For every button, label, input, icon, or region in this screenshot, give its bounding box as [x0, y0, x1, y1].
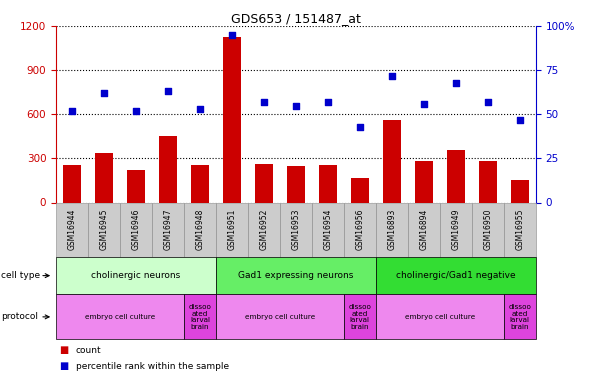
Point: [227, 32, 237, 38]
Text: embryo cell culture: embryo cell culture: [85, 314, 155, 320]
Point: [419, 101, 428, 107]
Text: GSM16956: GSM16956: [355, 209, 365, 251]
Text: GSM16952: GSM16952: [260, 209, 268, 251]
Text: GSM16947: GSM16947: [163, 209, 172, 251]
Point: [483, 99, 493, 105]
Text: GSM16893: GSM16893: [387, 209, 396, 251]
Bar: [159, 136, 177, 202]
Point: [131, 108, 141, 114]
Text: cholinergic/Gad1 negative: cholinergic/Gad1 negative: [396, 271, 516, 280]
Text: GSM16946: GSM16946: [132, 209, 140, 251]
Text: count: count: [76, 346, 101, 355]
Text: embryo cell culture: embryo cell culture: [405, 314, 475, 320]
Text: GSM16948: GSM16948: [195, 209, 205, 251]
Point: [195, 106, 205, 112]
Bar: [223, 36, 241, 203]
Text: protocol: protocol: [1, 312, 38, 321]
Point: [259, 99, 268, 105]
Text: cell type: cell type: [1, 271, 40, 280]
Bar: [319, 165, 337, 202]
Text: percentile rank within the sample: percentile rank within the sample: [76, 362, 229, 370]
Text: ■: ■: [59, 361, 68, 371]
Text: GSM16944: GSM16944: [67, 209, 77, 251]
Title: GDS653 / 151487_at: GDS653 / 151487_at: [231, 12, 361, 25]
Text: GSM16954: GSM16954: [323, 209, 332, 251]
Text: cholinergic neurons: cholinergic neurons: [91, 271, 181, 280]
Text: GSM16949: GSM16949: [451, 209, 460, 251]
Bar: [287, 166, 304, 202]
Bar: [191, 165, 209, 202]
Text: GSM16894: GSM16894: [419, 209, 428, 251]
Bar: [351, 177, 369, 203]
Text: GSM16945: GSM16945: [100, 209, 109, 251]
Point: [99, 90, 109, 96]
Text: dissoo
ated
larval
brain: dissoo ated larval brain: [189, 304, 211, 330]
Bar: [383, 120, 401, 202]
Point: [67, 108, 77, 114]
Bar: [127, 170, 145, 202]
Point: [323, 99, 333, 105]
Bar: [255, 164, 273, 202]
Text: dissoo
ated
larval
brain: dissoo ated larval brain: [509, 304, 531, 330]
Point: [515, 117, 525, 123]
Point: [451, 80, 460, 86]
Bar: [415, 160, 432, 202]
Text: Gad1 expressing neurons: Gad1 expressing neurons: [238, 271, 353, 280]
Point: [291, 102, 300, 109]
Text: ■: ■: [59, 345, 68, 355]
Text: GSM16951: GSM16951: [227, 209, 237, 251]
Text: GSM16953: GSM16953: [291, 209, 300, 251]
Text: GSM16955: GSM16955: [515, 209, 525, 251]
Point: [387, 73, 396, 79]
Point: [163, 88, 173, 94]
Point: [355, 124, 365, 130]
Bar: [511, 180, 529, 203]
Bar: [447, 150, 464, 202]
Bar: [95, 153, 113, 203]
Text: dissoo
ated
larval
brain: dissoo ated larval brain: [349, 304, 371, 330]
Bar: [63, 165, 81, 202]
Bar: [479, 160, 497, 202]
Text: GSM16950: GSM16950: [483, 209, 492, 251]
Text: embryo cell culture: embryo cell culture: [245, 314, 315, 320]
